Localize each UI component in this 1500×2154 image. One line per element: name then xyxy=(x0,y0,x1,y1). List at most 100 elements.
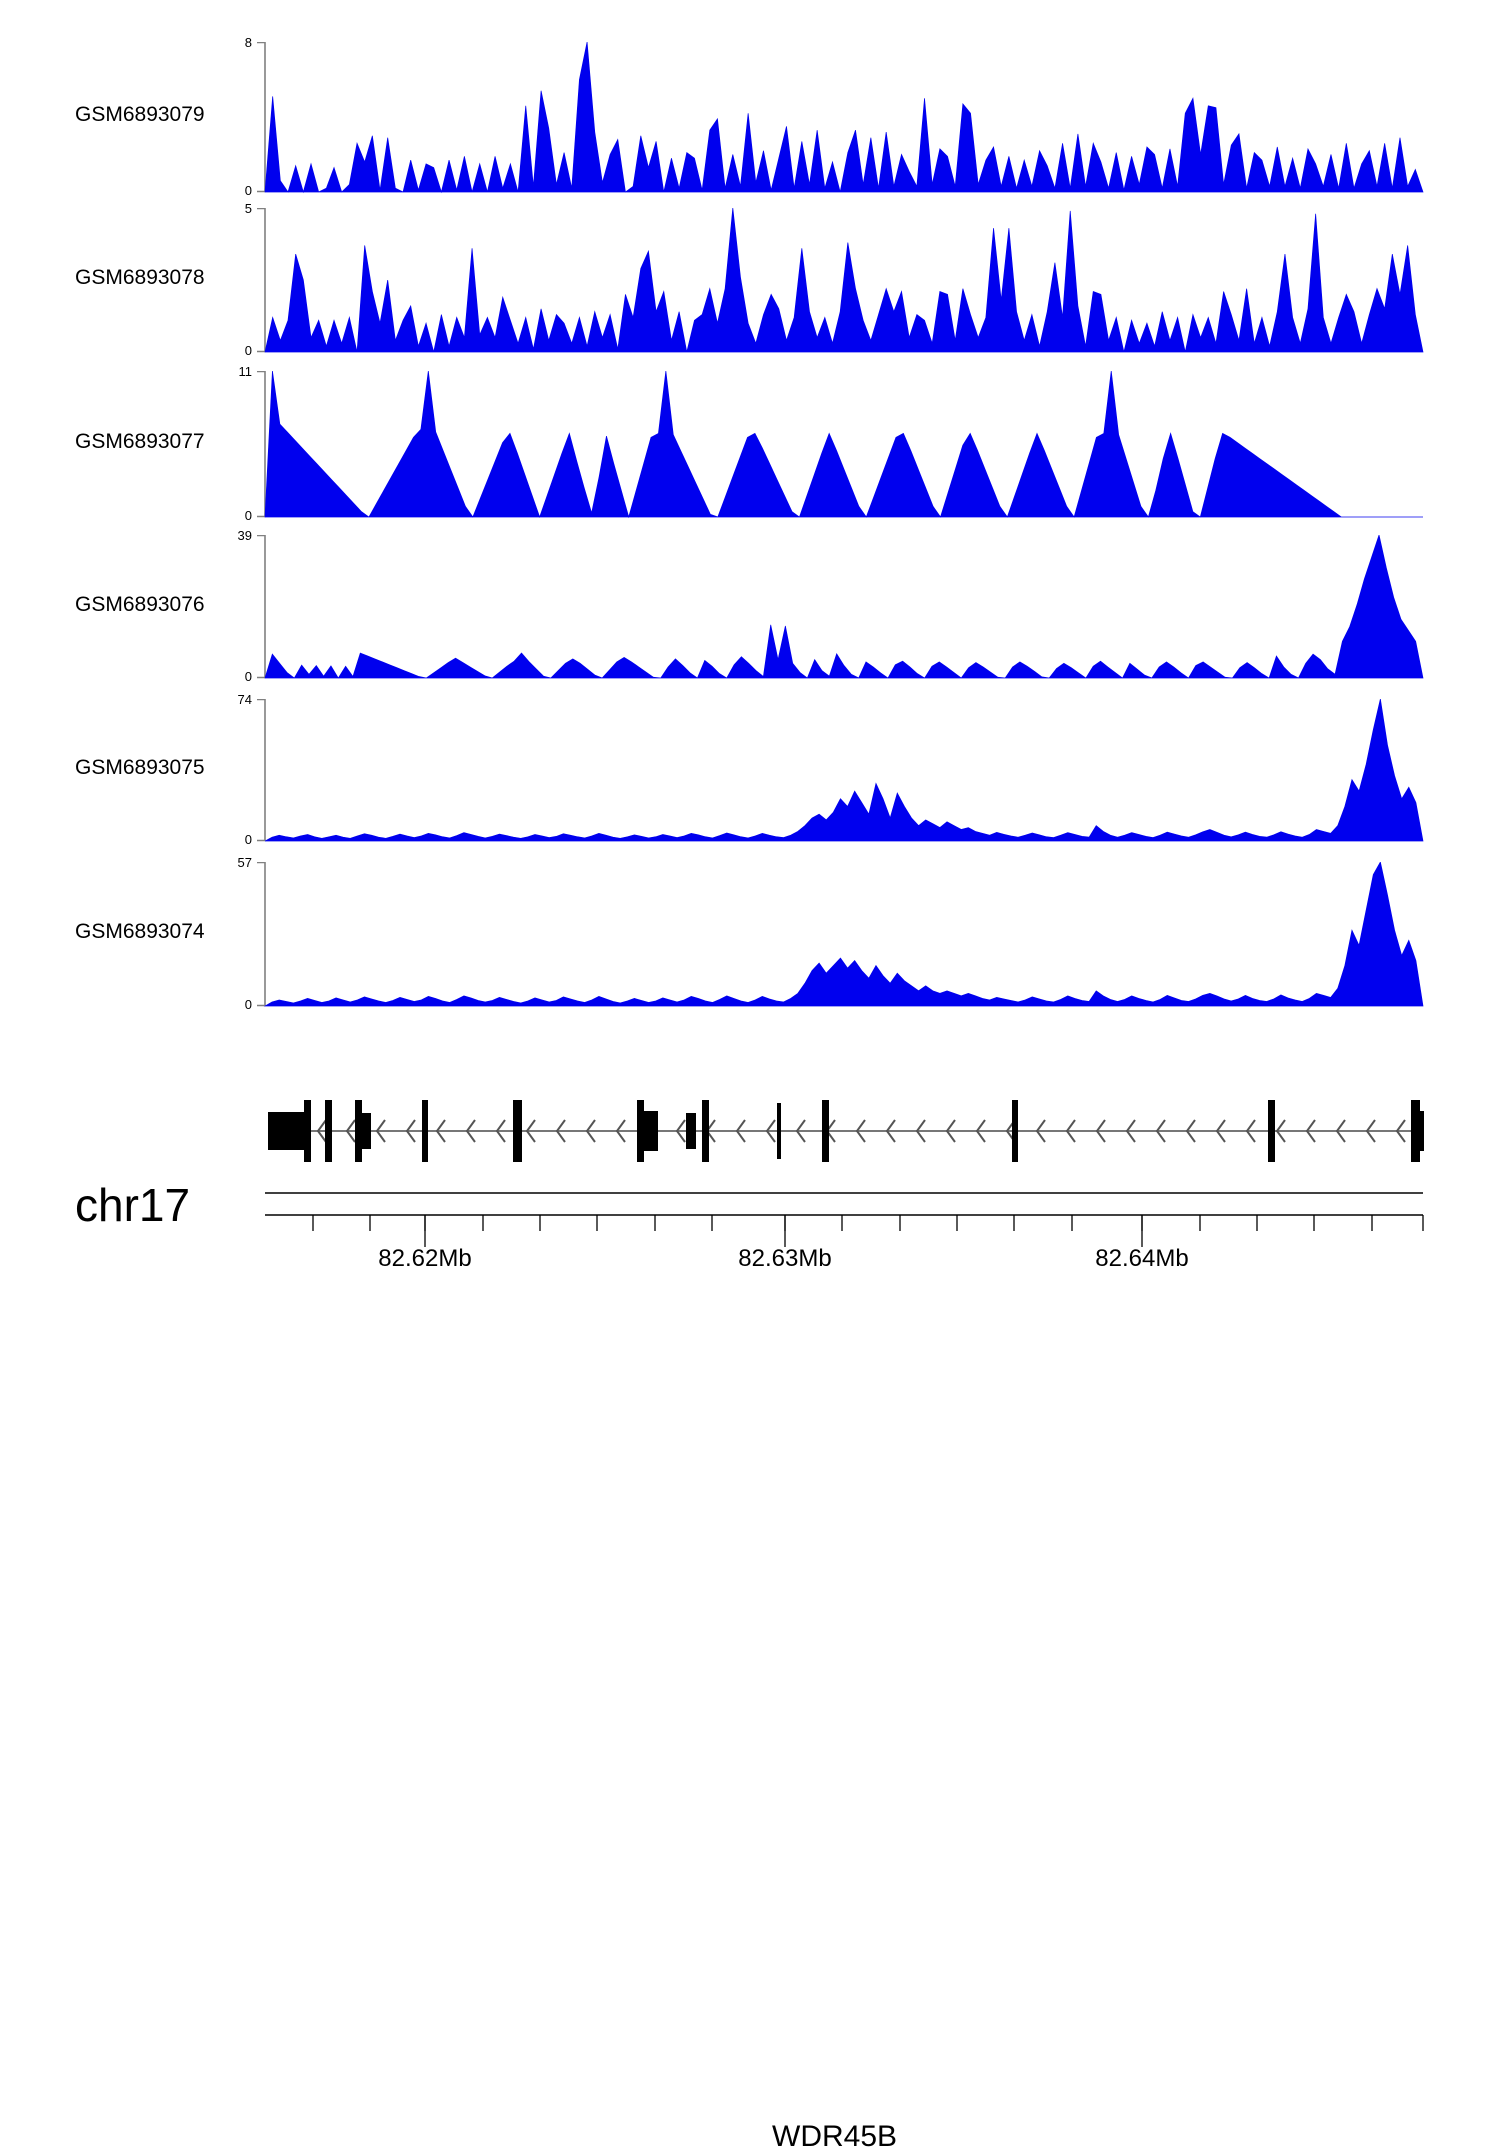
strand-arrow-icon xyxy=(1155,1119,1166,1143)
track-sample-label: GSM6893076 xyxy=(75,592,205,616)
axis-min-label: 0 xyxy=(244,669,252,684)
strand-arrow-icon xyxy=(1365,1119,1376,1143)
ruler-tick-label: 82.64Mb xyxy=(1095,1245,1189,1272)
strand-arrow-icon xyxy=(735,1119,746,1143)
gene-exon xyxy=(637,1100,644,1162)
strand-arrow-icon xyxy=(945,1119,956,1143)
coverage-track[interactable]: GSM6893075 74 0 xyxy=(0,692,1500,847)
strand-arrow-icon xyxy=(855,1119,866,1143)
strand-arrow-icon xyxy=(975,1119,986,1143)
strand-arrow-icon xyxy=(495,1119,506,1143)
gene-exon xyxy=(822,1100,829,1162)
strand-arrow-icon xyxy=(375,1119,386,1143)
axis-min-label: 0 xyxy=(244,832,252,847)
gene-exon xyxy=(686,1113,696,1149)
gene-exon xyxy=(355,1100,362,1162)
track-sample-label: GSM6893078 xyxy=(75,266,205,289)
coverage-area xyxy=(264,371,1423,519)
axis-max-label: 5 xyxy=(244,201,252,216)
track-sample-label: GSM6893075 xyxy=(75,756,205,779)
coverage-plot-svg xyxy=(257,862,1424,1007)
track-sample-label: GSM6893074 xyxy=(75,920,205,943)
strand-arrow-icon xyxy=(405,1119,416,1143)
coverage-track[interactable]: GSM6893079 8 0 xyxy=(0,35,1500,198)
gene-exon xyxy=(304,1100,311,1162)
axis-min-label: 0 xyxy=(244,343,252,358)
strand-arrow-icon xyxy=(795,1119,806,1143)
gene-exon xyxy=(1268,1100,1275,1162)
coverage-area xyxy=(263,862,1424,1007)
coverage-plot-svg xyxy=(257,699,1424,842)
gene-exon xyxy=(361,1113,371,1149)
y-axis-bracket xyxy=(257,208,266,353)
gene-exon xyxy=(1012,1100,1018,1162)
strand-arrow-icon xyxy=(615,1119,626,1143)
strand-arrow-icon xyxy=(585,1119,596,1143)
track-sample-label: GSM6893079 xyxy=(75,103,205,126)
gene-exon xyxy=(422,1100,428,1162)
strand-arrow-icon xyxy=(675,1119,686,1143)
coverage-area xyxy=(264,42,1424,194)
strand-arrow-icon xyxy=(435,1119,446,1143)
strand-arrow-icon xyxy=(765,1119,776,1143)
strand-arrow-icon xyxy=(1335,1119,1346,1143)
strand-arrow-icon xyxy=(1125,1119,1136,1143)
strand-arrow-icon xyxy=(1065,1119,1076,1143)
strand-arrow-icon xyxy=(885,1119,896,1143)
axis-max-label: 11 xyxy=(238,364,253,379)
strand-arrow-icon xyxy=(915,1119,926,1143)
y-axis-bracket xyxy=(257,699,266,842)
coverage-track[interactable]: GSM6893076 39 0 xyxy=(0,528,1500,684)
coverage-area xyxy=(264,699,1424,842)
axis-max-label: 8 xyxy=(244,35,252,50)
strand-arrow-icon xyxy=(345,1119,356,1143)
strand-arrow-icon xyxy=(1245,1119,1256,1143)
strand-arrow-icon xyxy=(1395,1119,1406,1143)
coverage-plot-svg xyxy=(257,535,1424,679)
strand-arrow-icon xyxy=(555,1119,566,1143)
gene-exon xyxy=(702,1100,709,1162)
axis-min-label: 0 xyxy=(244,183,252,198)
strand-arrow-icon xyxy=(1035,1119,1046,1143)
coverage-area xyxy=(264,535,1424,679)
chromosome-label: chr17 xyxy=(75,1179,191,1231)
strand-arrow-icon xyxy=(1185,1119,1196,1143)
axis-max-label: 39 xyxy=(237,528,252,543)
axis-min-label: 0 xyxy=(244,997,252,1012)
gene-model-svg xyxy=(268,1100,1424,1162)
gene-annotation-track[interactable]: WDR45B xyxy=(0,1055,1500,2153)
strand-arrow-icon xyxy=(465,1119,476,1143)
chromosome-ruler[interactable]: 82.62Mb 82.63Mb 82.64Mb xyxy=(0,1185,1500,1295)
y-axis-bracket xyxy=(257,42,266,193)
axis-min-label: 0 xyxy=(244,508,252,523)
ruler-svg xyxy=(265,1192,1424,1247)
gene-exon xyxy=(777,1103,781,1159)
genome-browser-view: GSM6893079 8 0 GSM6893078 5 0 GSM6893077 11 0 GSM… xyxy=(0,35,1500,2153)
gene-exon xyxy=(1414,1111,1424,1151)
coverage-track[interactable]: GSM6893074 57 0 xyxy=(0,855,1500,1012)
gene-exon xyxy=(325,1100,332,1162)
strand-arrow-icon xyxy=(316,1119,327,1143)
axis-max-label: 74 xyxy=(237,692,252,707)
coverage-track[interactable]: GSM6893078 5 0 xyxy=(0,201,1500,358)
strand-arrow-icon xyxy=(1305,1119,1316,1143)
coverage-plot-svg xyxy=(257,42,1424,194)
y-axis-bracket xyxy=(257,371,266,518)
y-axis-bracket xyxy=(257,535,266,679)
gene-label: WDR45B xyxy=(772,2120,898,2153)
y-axis-bracket xyxy=(257,862,266,1007)
coverage-area xyxy=(264,208,1424,353)
strand-arrow-icon xyxy=(1275,1119,1286,1143)
strand-arrow-icon xyxy=(1095,1119,1106,1143)
gene-utr-block xyxy=(268,1112,304,1150)
axis-max-label: 57 xyxy=(237,855,252,870)
track-sample-label: GSM6893077 xyxy=(75,430,205,453)
gene-exon xyxy=(513,1100,522,1162)
gene-exon xyxy=(644,1111,658,1151)
ruler-tick-label: 82.62Mb xyxy=(378,1245,472,1272)
coverage-track[interactable]: GSM6893077 11 0 xyxy=(0,364,1500,523)
coverage-plot-svg xyxy=(257,371,1423,519)
ruler-tick-label: 82.63Mb xyxy=(738,1245,832,1272)
strand-arrow-icon xyxy=(1215,1119,1226,1143)
coverage-plot-svg xyxy=(257,208,1424,353)
